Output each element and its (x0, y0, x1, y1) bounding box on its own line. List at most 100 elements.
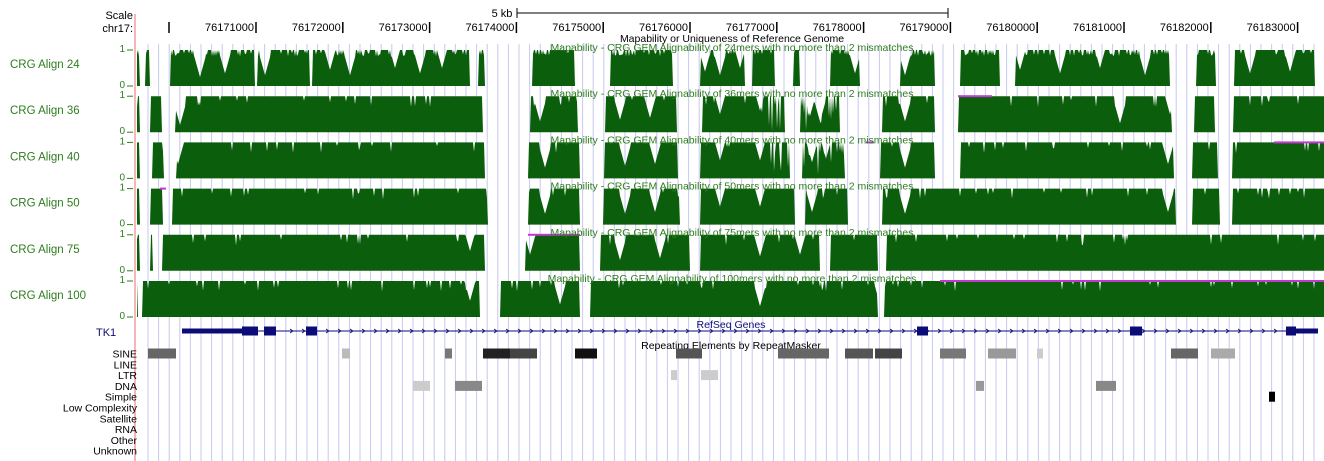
ruler[interactable]: Scale chr17: 5 kb 76171000 76172000 761730… (102, 8, 1299, 45)
strand-arrow (1273, 328, 1278, 334)
strand-arrow (649, 328, 654, 334)
strand-arrow (769, 328, 774, 334)
signal-area (137, 188, 1324, 225)
repeat-element[interactable] (148, 348, 176, 359)
strand-arrow (1081, 328, 1086, 334)
strand-arrow (517, 328, 522, 334)
repeat-element[interactable] (778, 348, 829, 359)
signal-area (137, 96, 1324, 133)
repeat-class-label: Other (111, 435, 138, 447)
strand-arrow (937, 328, 942, 334)
track-title: Mapability - CRG GEM Alignability of 75m… (551, 227, 914, 239)
strand-arrow (385, 328, 390, 334)
ruler-position-label: 76174000 (465, 22, 514, 34)
repeat-element[interactable] (845, 348, 873, 359)
wiggle-track[interactable]: CRG Align 50 1 0 Mapability - CRG GEM Align… (10, 181, 1324, 230)
signal-area (137, 50, 1324, 86)
repeat-element[interactable] (483, 348, 510, 359)
strand-arrow (841, 328, 846, 334)
overflow-marker (1274, 141, 1324, 144)
track-ymax-label: 1 (119, 44, 125, 55)
repeat-element[interactable] (940, 348, 966, 359)
strand-arrow (433, 328, 438, 334)
repeat-element[interactable] (445, 348, 452, 359)
strand-arrow (1117, 328, 1122, 334)
strand-arrow (805, 328, 810, 334)
overflow-marker (940, 280, 1324, 282)
repeat-element[interactable] (1171, 348, 1198, 359)
strand-arrow (1261, 328, 1266, 334)
ruler-position-label: 76176000 (639, 22, 688, 34)
wiggle-track[interactable]: CRG Align 75 1 0 Mapability - CRG GEM Align… (10, 227, 1324, 276)
repeat-element[interactable] (413, 380, 430, 391)
exon-block (242, 326, 258, 336)
ruler-position-label: 76172000 (292, 22, 341, 34)
repeat-element[interactable] (1269, 391, 1275, 402)
wiggle-track[interactable]: CRG Align 100 1 0 Mapability - CRG GEM Alig… (10, 273, 1324, 322)
track-label[interactable]: CRG Align 40 (10, 151, 80, 163)
repeat-element[interactable] (455, 380, 482, 391)
strand-arrow (361, 328, 366, 334)
wiggle-track[interactable]: CRG Align 40 1 0 Mapability - CRG GEM Align… (10, 134, 1324, 183)
ruler-position-label: 76183000 (1247, 22, 1296, 34)
wiggle-track[interactable]: CRG Align 24 1 0 Mapability - CRG GEM Align… (10, 42, 1324, 91)
repeat-element[interactable] (510, 348, 537, 359)
repeat-element[interactable] (988, 348, 1016, 359)
overflow-marker (160, 187, 166, 190)
track-label[interactable]: CRG Align 24 (10, 59, 80, 71)
repeat-element[interactable] (1096, 380, 1116, 391)
strand-arrow (421, 328, 426, 334)
repeat-elements[interactable] (148, 348, 1275, 402)
scale-label: Scale (105, 10, 133, 22)
track-label[interactable]: CRG Align 36 (10, 105, 80, 117)
repeat-element[interactable] (676, 348, 702, 359)
strand-arrow (745, 328, 750, 334)
repeat-element[interactable] (1037, 348, 1043, 359)
ruler-position-label: 76179000 (899, 22, 948, 34)
strand-arrow (949, 328, 954, 334)
repeatmasker-track[interactable]: Repeating Elements by RepeatMasker SINEL… (63, 340, 1275, 458)
wiggle-track[interactable]: CRG Align 36 1 0 Mapability - CRG GEM Align… (10, 88, 1324, 137)
exon-block (1130, 326, 1142, 336)
ruler-position-label: 76171000 (205, 22, 254, 34)
strand-arrow (1201, 328, 1206, 334)
ruler-position-labels: 76171000 76172000 76173000 76174000 76175000… (205, 22, 1299, 34)
strand-arrow (1177, 328, 1182, 334)
track-ymax-label: 1 (119, 229, 125, 240)
strand-arrow (1165, 328, 1170, 334)
track-label[interactable]: CRG Align 100 (10, 290, 86, 302)
repeat-element[interactable] (701, 370, 718, 381)
ruler-position-label: 76182000 (1160, 22, 1209, 34)
strand-arrow (901, 328, 906, 334)
strand-arrow (481, 328, 486, 334)
strand-arrow (853, 328, 858, 334)
strand-arrow (709, 328, 714, 334)
exon-block (1286, 326, 1296, 336)
repeat-element[interactable] (1211, 348, 1235, 359)
strand-arrow (457, 328, 462, 334)
strand-arrow (1189, 328, 1194, 334)
exon-block (264, 326, 276, 336)
strand-arrow (337, 328, 342, 334)
track-label[interactable]: CRG Align 75 (10, 244, 80, 256)
strand-arrow (1249, 328, 1254, 334)
repeat-class-label: RNA (115, 424, 137, 436)
strand-arrow (1213, 328, 1218, 334)
repeat-class-label: Simple (105, 392, 137, 404)
strand-arrow (865, 328, 870, 334)
strand-arrow (613, 328, 618, 334)
refseq-track[interactable]: TK1 RefSeq Genes (96, 319, 1318, 339)
track-label[interactable]: CRG Align 50 (10, 198, 80, 210)
repeat-element[interactable] (671, 370, 677, 381)
strand-arrow (601, 328, 606, 334)
repeat-element[interactable] (976, 380, 984, 391)
tk1-gene-model[interactable] (182, 326, 1318, 336)
ruler-position-label: 76181000 (1073, 22, 1122, 34)
refseq-gene-label[interactable]: TK1 (96, 327, 116, 339)
strand-arrow (553, 328, 558, 334)
repeat-element[interactable] (575, 348, 597, 359)
repeat-element[interactable] (342, 348, 350, 359)
repeat-element[interactable] (875, 348, 902, 359)
ruler-position-label: 76173000 (379, 22, 428, 34)
strand-arrow (673, 328, 678, 334)
